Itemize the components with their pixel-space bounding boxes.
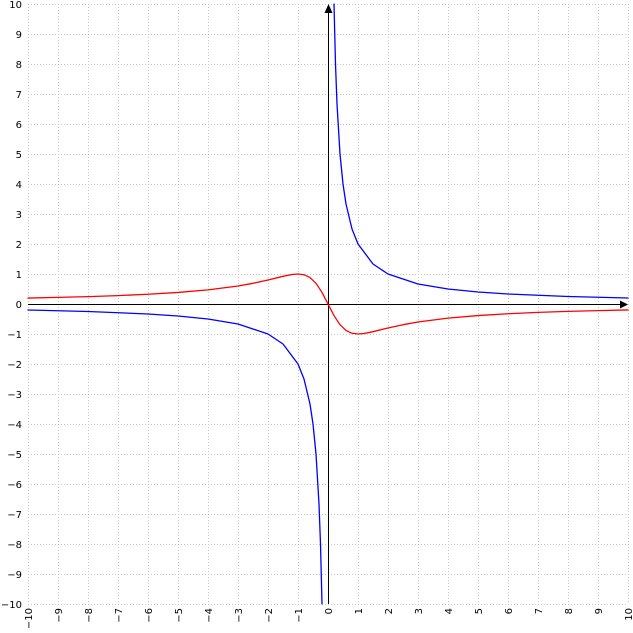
series-0-branch-1-line (333, 3, 629, 299)
y-tick-label: −2 (7, 360, 22, 371)
y-tick-label: −7 (7, 510, 22, 521)
x-tick-label: 3 (414, 608, 425, 614)
x-tick-label: −1 (294, 608, 305, 623)
x-axis-arrow-icon (620, 300, 628, 309)
y-tick-label: −5 (7, 450, 22, 461)
y-tick-label: −6 (7, 480, 22, 491)
y-tick-label: 6 (16, 120, 22, 131)
y-tick-label: 4 (16, 180, 22, 191)
x-tick-label: −7 (114, 608, 125, 623)
x-tick-label: 10 (624, 608, 633, 621)
x-tick-label: −3 (234, 608, 245, 623)
x-tick-label: −9 (54, 608, 65, 623)
x-tick-label: −5 (174, 608, 185, 623)
x-tick-label: 0 (324, 608, 335, 614)
x-tick-label: 4 (444, 608, 455, 614)
y-tick-label: 8 (16, 60, 22, 71)
x-tick-label: 5 (474, 608, 485, 614)
x-tick-labels: −10 −9 −8 −7 −6 −5 −4 −3 −2 −1 0 1 2 3 4 5 6 7 8 9 10 (24, 608, 633, 629)
series-0 (27, 3, 629, 605)
y-tick-label: −8 (7, 540, 22, 551)
y-tick-label: 7 (16, 90, 22, 101)
x-tick-label: 9 (594, 608, 605, 614)
y-tick-label: −1 (7, 330, 22, 341)
x-tick-label: −2 (264, 608, 275, 623)
y-tick-label: −9 (7, 570, 22, 581)
y-tick-label: 10 (9, 0, 22, 11)
x-tick-label: −4 (204, 608, 215, 623)
x-tick-label: −6 (144, 608, 155, 623)
x-tick-label: 1 (354, 608, 365, 614)
x-tick-label: 7 (534, 608, 545, 614)
x-tick-label: 2 (384, 608, 395, 614)
x-tick-label: 8 (564, 608, 575, 614)
y-tick-label: 0 (16, 300, 22, 311)
y-tick-label: 1 (16, 270, 22, 281)
series-1 (27, 273, 629, 335)
y-tick-label: 9 (16, 30, 22, 41)
x-tick-label: −8 (84, 608, 95, 623)
y-tick-label: −10 (1, 600, 22, 611)
series-0-branch-0-line (27, 309, 323, 605)
series (27, 3, 629, 605)
y-tick-label: 2 (16, 240, 22, 251)
y-tick-label: 3 (16, 210, 22, 221)
y-tick-label: 5 (16, 150, 22, 161)
y-axis-arrow-icon (324, 4, 333, 13)
y-tick-label: −4 (7, 420, 22, 431)
x-tick-label: −10 (24, 608, 35, 629)
series-1-branch-0-line (27, 273, 629, 335)
x-tick-label: 6 (504, 608, 515, 614)
y-tick-label: −3 (7, 390, 22, 401)
